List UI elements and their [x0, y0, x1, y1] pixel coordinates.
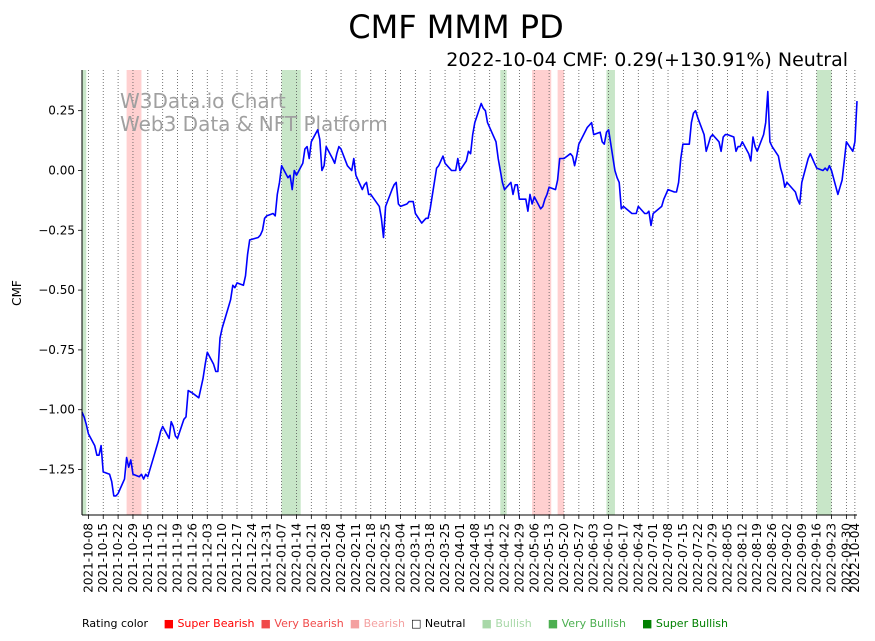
- x-tick-label: 2022-02-04: [334, 523, 348, 593]
- x-tick-label: 2022-08-12: [735, 523, 749, 593]
- rating-legend: Rating color ■ Super Bearish ■ Very Beari…: [82, 617, 732, 630]
- x-tick-label: 2022-09-16: [810, 523, 824, 593]
- x-tick-label: 2022-01-21: [304, 523, 318, 593]
- chart-title: CMF MMM PD: [348, 8, 563, 46]
- x-tick-label: 2022-03-04: [393, 523, 407, 593]
- x-tick-label: 2022-08-26: [765, 523, 779, 593]
- x-tick-label: 2022-05-20: [557, 523, 571, 593]
- legend-items: ■ Super Bearish ■ Very Bearish ■ Bearish □ …: [154, 617, 730, 630]
- y-axis-ticks: 0.25 0.00 −0.25 −0.50 −0.75 −1.00 −1.25: [38, 104, 82, 477]
- x-tick-label: 2022-06-17: [616, 523, 630, 593]
- legend-item-neutral: □ Neutral: [410, 617, 466, 630]
- rating-region-2: [281, 70, 301, 515]
- x-tick-label: 2021-12-10: [215, 523, 229, 593]
- x-tick-label: 2021-10-08: [81, 523, 95, 593]
- y-tick-label: −1.25: [38, 463, 75, 477]
- x-tick-label: 2021-11-12: [156, 523, 170, 593]
- x-tick-label: 2022-09-02: [780, 523, 794, 593]
- x-tick-label: 2022-06-03: [587, 523, 601, 593]
- x-tick-label: 2021-12-17: [230, 523, 244, 593]
- x-tick-label: 2021-10-15: [96, 523, 110, 593]
- x-tick-label: 2022-07-15: [676, 523, 690, 593]
- cmf-series-line: [81, 90, 858, 497]
- rating-region-3: [500, 70, 507, 515]
- x-tick-label: 2022-01-28: [319, 523, 333, 593]
- x-axis-ticks: 2021-10-08 2021-10-15 2021-10-22 2021-10-29…: [81, 515, 862, 593]
- axes: [81, 70, 857, 516]
- x-tick-label: 2022-08-05: [720, 523, 734, 593]
- legend-item-bullish: ■ Bullish: [481, 617, 532, 630]
- rating-region-6: [606, 70, 615, 515]
- x-tick-label: 2022-04-08: [468, 523, 482, 593]
- x-tick-label: 2022-07-08: [661, 523, 675, 593]
- y-axis-label: CMF: [10, 280, 24, 306]
- x-gridlines: [87, 70, 856, 515]
- x-tick-label: 2022-06-24: [631, 523, 645, 593]
- x-tick-label: 2022-06-10: [602, 523, 616, 593]
- x-tick-label: 2022-07-29: [706, 523, 720, 593]
- x-tick-label: 2022-09-30: [839, 523, 853, 593]
- x-tick-label: 2022-09-23: [825, 523, 839, 593]
- x-tick-label: 2022-02-25: [379, 523, 393, 593]
- legend-title: Rating color: [82, 617, 149, 630]
- x-tick-label: 2021-12-03: [200, 523, 214, 593]
- x-tick-label: 2022-01-14: [289, 523, 303, 593]
- x-tick-label: 2022-05-06: [527, 523, 541, 593]
- watermark-line-1: W3Data.io Chart: [120, 89, 286, 113]
- chart-subtitle: 2022-10-04 CMF: 0.29(+130.91%) Neutral: [446, 49, 848, 71]
- x-tick-label: 2022-04-29: [512, 523, 526, 593]
- x-tick-label: 2022-08-19: [750, 523, 764, 593]
- x-tick-label: 2021-10-29: [126, 523, 140, 593]
- legend-item-super-bearish: ■ Super Bearish: [163, 617, 255, 630]
- x-tick-label: 2022-03-11: [408, 523, 422, 593]
- x-tick-label: 2022-07-01: [646, 523, 660, 593]
- x-tick-label: 2022-04-15: [483, 523, 497, 593]
- y-tick-label: −0.50: [38, 283, 75, 297]
- x-tick-label: 2022-09-09: [795, 523, 809, 593]
- legend-item-very-bullish: ■ Very Bullish: [547, 617, 626, 630]
- x-tick-label: 2022-02-18: [364, 523, 378, 593]
- x-tick-label: 2022-05-27: [572, 523, 586, 593]
- x-tick-label: 2021-11-19: [171, 523, 185, 593]
- y-tick-label: 0.25: [48, 104, 75, 118]
- y-tick-label: −0.25: [38, 223, 75, 237]
- y-tick-label: 0.00: [48, 163, 75, 177]
- x-tick-label: 2022-07-22: [691, 523, 705, 593]
- x-tick-label: 2021-10-22: [111, 523, 125, 593]
- rating-region-4: [532, 70, 552, 515]
- rating-region-0: [82, 70, 87, 515]
- y-tick-label: −1.00: [38, 403, 75, 417]
- x-tick-label: 2022-05-13: [542, 523, 556, 593]
- x-tick-label: 2022-03-25: [438, 523, 452, 593]
- x-tick-label: 2021-12-31: [260, 523, 274, 593]
- x-tick-label: 2022-03-18: [423, 523, 437, 593]
- x-tick-label: 2022-02-11: [349, 523, 363, 593]
- rating-region-1: [126, 70, 142, 515]
- legend-item-very-bearish: ■ Very Bearish: [260, 617, 344, 630]
- rating-region-5: [557, 70, 564, 515]
- x-tick-label: 2022-01-07: [275, 523, 289, 593]
- x-tick-label: 2021-11-05: [141, 523, 155, 593]
- legend-item-bearish: ■ Bearish: [349, 617, 405, 630]
- x-tick-label: 2021-11-26: [185, 523, 199, 593]
- rating-region-7: [816, 70, 832, 515]
- rating-regions: [82, 70, 832, 515]
- y-tick-label: −0.75: [38, 343, 75, 357]
- series-group: [81, 90, 858, 497]
- x-tick-label: 2021-12-24: [245, 523, 259, 593]
- watermark-line-2: Web3 Data & NFT Platform: [120, 112, 388, 136]
- x-tick-label: 2022-04-22: [498, 523, 512, 593]
- legend-item-super-bullish: ■ Super Bullish: [641, 617, 728, 630]
- x-tick-label: 2022-10-04: [848, 523, 862, 593]
- x-tick-label: 2022-04-01: [453, 523, 467, 593]
